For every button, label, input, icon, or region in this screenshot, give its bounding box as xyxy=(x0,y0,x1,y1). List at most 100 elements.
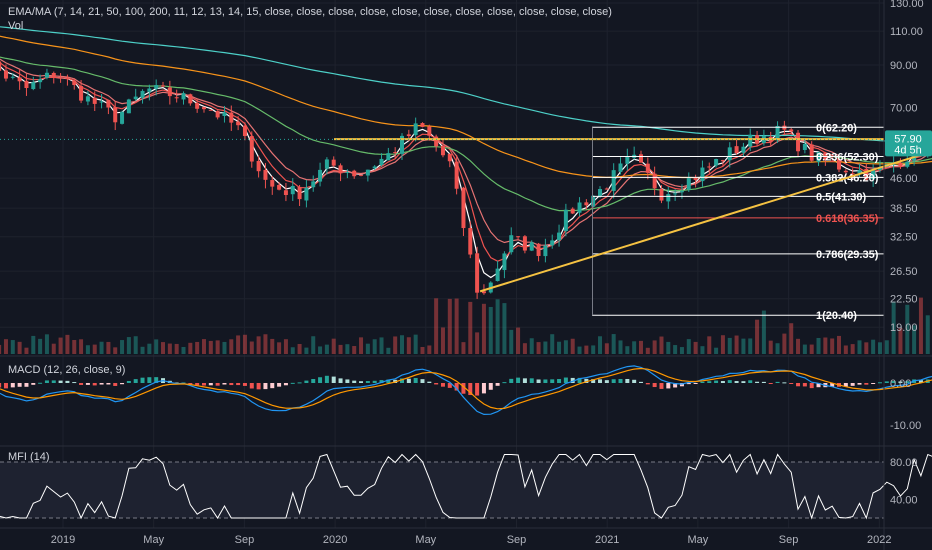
candle-body xyxy=(345,171,350,173)
candle-body xyxy=(120,111,125,124)
volume-bar xyxy=(673,345,678,354)
candle-body xyxy=(734,146,739,153)
volume-bar xyxy=(557,341,562,354)
volume-bar xyxy=(427,345,432,354)
candle-body xyxy=(174,97,179,99)
indicator-legend[interactable]: EMA/MA (7, 14, 21, 50, 100, 200, 11, 12,… xyxy=(8,6,612,18)
volume-bar xyxy=(400,335,405,354)
ma-50-line xyxy=(0,56,932,212)
trend-drawings[interactable] xyxy=(0,132,932,293)
candle-body xyxy=(577,202,582,213)
volume-bar xyxy=(632,341,637,354)
volume-bar xyxy=(679,347,684,354)
volume-bar xyxy=(461,342,466,354)
macd-histogram-bar xyxy=(877,382,882,384)
volume-bar xyxy=(201,339,206,354)
volume-bar xyxy=(365,343,370,354)
macd-histogram-bar xyxy=(324,375,329,383)
ma-100-line xyxy=(0,35,932,179)
candle-body xyxy=(645,163,650,173)
candle-body xyxy=(447,153,452,162)
macd-histogram-bar xyxy=(707,381,712,383)
macd-histogram-bar xyxy=(638,381,643,383)
candle-body xyxy=(386,153,391,161)
candle-body xyxy=(522,236,527,251)
volume-bar xyxy=(167,343,172,354)
volume-bar xyxy=(133,336,138,354)
volume-bar xyxy=(85,345,90,354)
macd-histogram-bar xyxy=(0,383,2,388)
macd-histogram-bar xyxy=(249,383,254,389)
fib-anchor xyxy=(592,127,593,316)
macd-histogram-bar xyxy=(475,383,480,396)
volume-bar xyxy=(898,327,903,354)
candle-body xyxy=(113,107,118,123)
macd-histogram-bar xyxy=(755,381,760,383)
volume-bar xyxy=(686,339,691,354)
volume-bar xyxy=(618,340,623,354)
volume-bar xyxy=(222,341,227,354)
volume-bar xyxy=(604,343,609,354)
mfi-pane xyxy=(0,445,932,520)
macd-histogram-bar xyxy=(816,383,821,388)
candle-body xyxy=(283,190,288,196)
volume-bar xyxy=(290,347,295,354)
macd-histogram-bar xyxy=(85,383,90,385)
candle-body xyxy=(31,82,36,90)
volume-bar xyxy=(413,334,418,354)
volume-bar xyxy=(154,339,159,354)
volume-bar xyxy=(563,340,568,354)
candle-body xyxy=(270,180,275,187)
candle-body xyxy=(242,125,247,137)
fibonacci-retracement[interactable]: 0(62.20)0.236(52.30)0.382(46.20)0.5(41.3… xyxy=(592,122,884,322)
candle-body xyxy=(550,240,555,246)
volume-bar xyxy=(256,336,261,354)
macd-histogram-bar xyxy=(618,378,623,383)
candle-body xyxy=(277,185,282,190)
mfi-legend[interactable]: MFI (14) xyxy=(8,451,50,463)
fib-level-label: 0.786(29.35) xyxy=(816,249,879,261)
macd-histogram-bar xyxy=(563,377,568,383)
volume-bar xyxy=(283,339,288,354)
macd-histogram-bar xyxy=(222,383,227,385)
mfi-tick-label: 40.00 xyxy=(890,494,918,506)
candle-body xyxy=(877,168,882,171)
candle-body xyxy=(707,166,712,168)
macd-histogram-bar xyxy=(372,380,377,383)
macd-tick-label: -10.00 xyxy=(890,420,921,432)
volume-bar xyxy=(570,338,575,354)
macd-histogram-bar xyxy=(891,381,896,383)
macd-legend[interactable]: MACD (12, 26, close, 9) xyxy=(8,364,126,376)
time-tick-label: Sep xyxy=(235,534,255,546)
candle-body xyxy=(201,107,206,110)
volume-bar xyxy=(58,337,63,354)
volume-bar xyxy=(174,343,179,354)
volume-bar xyxy=(72,340,77,354)
candle-body xyxy=(72,80,77,86)
candle-body xyxy=(775,125,780,141)
macd-histogram-bar xyxy=(516,377,521,383)
volume-bar xyxy=(625,346,630,354)
candle-body xyxy=(10,76,15,78)
candle-body xyxy=(44,72,49,78)
candle-body xyxy=(543,245,548,257)
volume-bar xyxy=(475,332,480,354)
volume-bar xyxy=(181,346,186,354)
candle-body xyxy=(475,253,480,293)
volume-bar xyxy=(3,339,8,354)
volume-bar xyxy=(775,343,780,354)
macd-histogram-bar xyxy=(440,383,445,387)
volume-bar xyxy=(386,347,391,354)
volume-bar xyxy=(318,346,323,354)
candle-body xyxy=(372,166,377,169)
candle-body xyxy=(748,134,753,147)
volume-bar xyxy=(741,338,746,354)
volume-bar xyxy=(638,340,643,354)
volume-legend[interactable]: Vol xyxy=(8,20,24,32)
volume-bar xyxy=(304,347,309,354)
time-tick-label: 2021 xyxy=(595,534,619,546)
macd-histogram-bar xyxy=(352,380,357,383)
candle-body xyxy=(693,177,698,180)
volume-bar xyxy=(147,343,152,354)
macd-histogram-bar xyxy=(584,378,589,383)
